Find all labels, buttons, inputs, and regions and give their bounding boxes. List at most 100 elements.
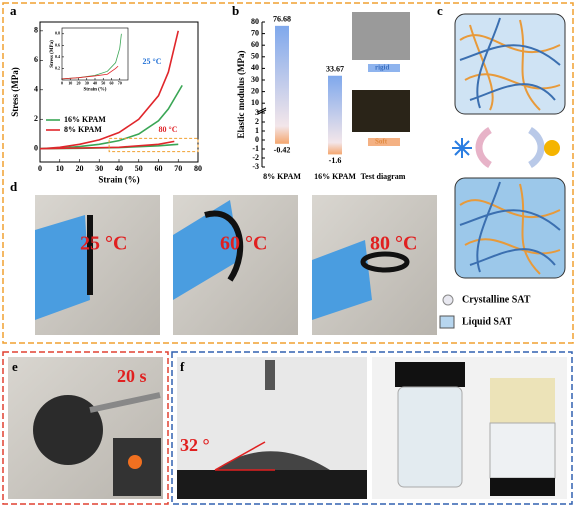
photo-soft [352,90,410,132]
crystal-icon [442,294,454,306]
temperature: 60 °C [220,233,267,255]
series-line [39,30,180,150]
temperature: 80 °C [370,233,417,255]
y-tick-label: 30 [251,75,259,84]
legend-text: Crystalline SAT [462,294,531,305]
x-tick-label: 30 [85,81,89,86]
liquid-icon [439,315,455,329]
panel-label: b [232,3,239,18]
sample [204,210,244,282]
annotation: 80 °C [159,125,178,134]
fiber [459,17,561,109]
cycle-arrow [475,126,492,169]
cycle-arrow [528,126,545,169]
cap [490,478,555,496]
sample [87,215,93,295]
x-tick-label: 40 [93,81,97,86]
vial [489,422,556,479]
y-tick-label: 4 [34,85,38,94]
x-tick-label: 50 [101,81,105,86]
legend-label: rigid [375,64,389,72]
state-hot [454,177,566,279]
sun [544,140,560,156]
y-tick-label: 70 [251,28,259,37]
x-tick-label: 70 [118,81,122,86]
glove [312,240,372,320]
x-tick-label: 20 [77,81,81,86]
vial-top [490,378,555,423]
needle [265,360,275,390]
value-label: -1.6 [329,156,342,165]
y-tick-label: 0 [255,135,259,144]
y-tick-label: 40 [251,63,259,72]
diagram: Crystalline SAT Liquid SAT [439,13,566,329]
x-tick-label: 0 [61,81,63,86]
flame [128,455,142,469]
value-label: 33.67 [326,65,344,74]
y-tick-label: 8 [34,26,38,35]
y-tick-label: 0.2 [55,65,60,70]
x-tick-label: 30 [95,164,103,173]
y-tick-label: 1 [255,126,259,135]
legend-swatch [368,64,400,72]
x-tick-label: 70 [174,164,182,173]
snowflake [452,138,472,158]
series-line [39,140,175,150]
y-tick-label: -1 [252,144,259,153]
time: 20 s [117,366,147,386]
x-tick-label: 60 [110,81,114,86]
fiber [459,19,561,111]
annotation: 25 °C [143,57,162,66]
y-tick-label: 0 [34,144,38,153]
legend-swatch [368,138,400,146]
angle-line [214,441,266,471]
x-tick-label: 16% KPAM [314,172,356,181]
panel-label: c [437,3,443,18]
y-tick-label: 2 [255,117,259,126]
panel-label: f [180,359,185,374]
panel-label: e [12,359,18,374]
x-tick-label: 0 [38,164,42,173]
value-label: -0.42 [274,146,291,155]
x-tick-label: Test diagram [361,172,406,181]
y-tick-label: 20 [251,86,259,95]
y-tick-label: 60 [251,40,259,49]
y-tick-label: 50 [251,52,259,61]
x-axis-label: Strain (%) [98,174,139,184]
x-tick-label: 50 [135,164,143,173]
glove [173,200,240,300]
value-label: 76.68 [273,15,291,24]
photo-rigid [352,12,410,60]
y-tick-label: -3 [252,162,259,171]
frame-e [2,351,169,505]
x-tick-label: 8% KPAM [263,172,301,181]
x-tick-label: 20 [76,164,84,173]
panel-label: d [10,179,18,194]
y-axis-label: Stress (MPa) [50,40,55,68]
series-line [39,84,183,150]
x-tick-label: 40 [115,164,123,173]
x-tick-label: 10 [56,164,64,173]
glove [35,215,90,320]
fiber [459,181,561,273]
x-tick-label: 80 [194,164,202,173]
legend-text: Liquid SAT [462,316,512,327]
x-axis-label: Strain (%) [84,87,107,92]
cap [395,362,465,387]
y-tick-label: 10 [251,98,259,107]
photos-ef: 20 s 32 ° [8,357,567,499]
highlight-box [108,137,199,153]
substrate [177,470,367,499]
y-tick-label: -2 [252,153,259,162]
y-tick-label: 0.8 [55,31,60,36]
vial [397,386,463,488]
y-tick-label: 6 [34,55,38,64]
y-axis-label: Stress (MPa) [10,67,20,117]
sample-disc [33,395,103,465]
temperature: 25 °C [80,233,127,255]
sample [360,251,410,273]
y-tick-label: 2 [34,114,38,123]
legend-label: Soft [375,138,388,146]
y-axis-label: Elastic modulus (MPa) [236,50,246,138]
